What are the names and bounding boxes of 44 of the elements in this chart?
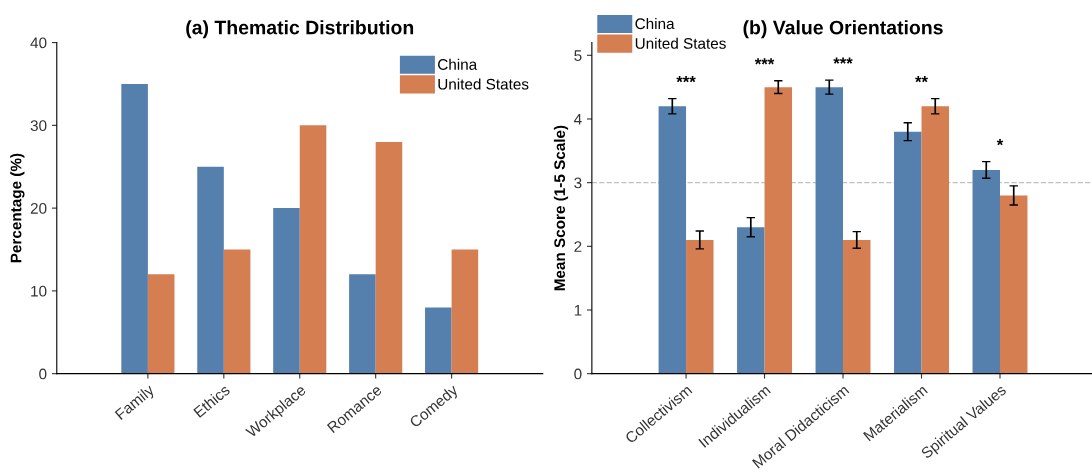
legend-label: United States bbox=[635, 37, 726, 49]
y-tick-label: 2 bbox=[574, 241, 582, 252]
y-tick-label: 3 bbox=[574, 177, 582, 189]
y-tick-label: 1 bbox=[574, 305, 582, 316]
bar bbox=[972, 169, 1000, 374]
y-tick-label: 10 bbox=[31, 285, 47, 297]
bar bbox=[197, 166, 224, 374]
bar bbox=[815, 87, 844, 374]
annotation: *** bbox=[754, 58, 775, 65]
bar bbox=[147, 274, 175, 374]
y-tick-label: 5 bbox=[574, 50, 582, 61]
chart-title: (b) Value Orientations bbox=[743, 20, 943, 39]
bar bbox=[375, 141, 403, 374]
annotation: ** bbox=[915, 76, 928, 83]
bar bbox=[843, 239, 871, 374]
y-tick-label: 0 bbox=[39, 368, 47, 380]
y-tick-label: 30 bbox=[30, 120, 47, 132]
bar bbox=[737, 227, 765, 374]
bar bbox=[425, 307, 452, 374]
annotation: *** bbox=[676, 76, 696, 83]
bar bbox=[764, 87, 793, 374]
bar bbox=[349, 274, 376, 374]
bar bbox=[223, 249, 251, 374]
bar bbox=[451, 249, 479, 374]
bar bbox=[921, 106, 949, 374]
bar bbox=[121, 83, 148, 374]
legend-label: China bbox=[635, 17, 675, 30]
y-tick-label: 0 bbox=[574, 368, 582, 380]
bar bbox=[273, 208, 300, 374]
bar bbox=[1000, 195, 1028, 374]
legend-label: United States bbox=[438, 78, 529, 90]
y-tick-label: 4 bbox=[574, 114, 582, 125]
y-tick-label: 40 bbox=[30, 37, 47, 49]
y-axis-title: Percentage (%) bbox=[10, 153, 25, 263]
annotation: *** bbox=[833, 57, 853, 64]
bar bbox=[686, 239, 714, 374]
annotation: * bbox=[996, 139, 1004, 146]
y-axis-title: Mean Score (1-5 Scale) bbox=[553, 125, 569, 291]
bar bbox=[299, 125, 327, 374]
y-tick-label: 20 bbox=[30, 202, 47, 214]
legend-label: China bbox=[438, 58, 478, 70]
bar bbox=[894, 131, 922, 374]
chart-title: (a) Thematic Distribution bbox=[186, 20, 414, 39]
bar bbox=[658, 106, 687, 374]
